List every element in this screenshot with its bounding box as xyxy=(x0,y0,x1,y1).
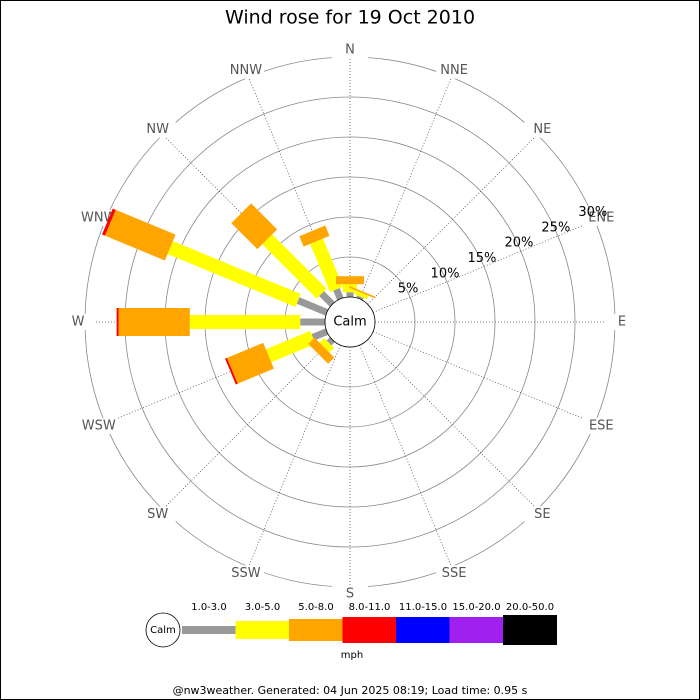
bar-segment xyxy=(299,225,330,247)
legend-swatch xyxy=(182,626,236,634)
label-bg xyxy=(80,418,117,435)
label-bg xyxy=(524,506,561,523)
label-bg xyxy=(436,565,473,582)
bar-segment xyxy=(349,286,376,299)
spoke xyxy=(372,220,595,313)
legend-swatch xyxy=(235,621,290,639)
bar-segment xyxy=(265,330,316,363)
unit-label: mph xyxy=(341,650,363,661)
bar-segment xyxy=(343,284,357,293)
footer: @nw3weather. Generated: 04 Jun 2025 08:1… xyxy=(173,684,528,697)
r-tick-label: 20% xyxy=(504,236,533,251)
bar-segment xyxy=(300,318,326,326)
bar-segment xyxy=(354,290,369,300)
bar-segment xyxy=(116,308,119,336)
r-tick-label: 15% xyxy=(468,251,497,266)
bar-segment xyxy=(102,208,116,236)
bar-segment xyxy=(336,276,364,285)
legend-swatch xyxy=(503,615,557,645)
legend-label: 1.0-3.0 xyxy=(191,602,226,613)
bar-segment xyxy=(319,338,334,353)
direction-label: WSW xyxy=(82,419,116,434)
direction-label: ENE xyxy=(588,210,614,225)
bar-segment xyxy=(104,209,176,261)
legend-label: 15.0-20.0 xyxy=(452,602,500,613)
legend-calm-label: Calm xyxy=(150,625,176,636)
bar-segment xyxy=(226,342,274,384)
bar-segment xyxy=(189,315,301,329)
r-tick-label: 25% xyxy=(541,220,570,235)
legend-label: 11.0-15.0 xyxy=(399,602,447,613)
legend-swatch xyxy=(342,617,397,643)
label-bg xyxy=(60,314,96,330)
bar-segment xyxy=(118,308,190,336)
legend-label: 5.0-8.0 xyxy=(298,602,333,613)
legend-swatch xyxy=(289,619,343,641)
direction-label: W xyxy=(72,315,85,330)
calm-circle xyxy=(324,296,376,348)
label-bg xyxy=(332,586,368,602)
bar-segment xyxy=(319,291,335,307)
direction-label: NW xyxy=(146,122,169,137)
spoke xyxy=(359,77,452,300)
bar-segment xyxy=(231,203,278,250)
bar-segment xyxy=(311,328,329,341)
legend-label: 8.0-11.0 xyxy=(349,602,391,613)
bar-segment xyxy=(346,292,354,297)
bar-segment xyxy=(167,241,301,307)
direction-label: NNE xyxy=(440,63,468,78)
r-tick-label: 5% xyxy=(398,282,419,297)
spoke xyxy=(248,344,341,567)
label-bg xyxy=(332,42,368,58)
legend-swatch xyxy=(449,617,504,643)
calm-label: Calm xyxy=(333,315,366,330)
direction-label: SSE xyxy=(442,566,467,581)
bar-segment xyxy=(296,297,329,316)
label-bg xyxy=(139,121,176,138)
legend-calm xyxy=(145,612,181,648)
bar-segment xyxy=(333,287,344,301)
direction-label: SW xyxy=(147,507,168,522)
label-bg xyxy=(583,209,620,226)
bar-segment xyxy=(356,295,364,301)
direction-label: ESE xyxy=(589,419,614,434)
spoke xyxy=(162,339,333,510)
bar-segment xyxy=(308,337,335,364)
spoke xyxy=(372,331,595,424)
direction-label: NNW xyxy=(230,63,262,78)
spoke xyxy=(367,134,538,305)
label-bg xyxy=(524,121,561,138)
label-bg xyxy=(604,314,640,330)
chart-title: Wind rose for 19 Oct 2010 xyxy=(225,7,475,29)
bar-segment xyxy=(225,357,238,385)
legend-label: 20.0-50.0 xyxy=(506,602,554,613)
direction-label: S xyxy=(346,587,354,602)
bar-segment xyxy=(310,238,343,292)
direction-label: E xyxy=(618,315,626,330)
bar-segment xyxy=(262,234,327,299)
bar-segment xyxy=(326,337,335,346)
label-bg xyxy=(227,565,264,582)
legend-swatch xyxy=(396,617,450,643)
direction-label: NE xyxy=(533,122,551,137)
label-bg xyxy=(436,62,473,79)
label-bg xyxy=(139,506,176,523)
direction-label: N xyxy=(345,43,355,58)
direction-label: SE xyxy=(534,507,550,522)
legend-label: 3.0-5.0 xyxy=(245,602,280,613)
r-tick-label: 30% xyxy=(578,205,607,220)
r-tick-label: 10% xyxy=(431,266,460,281)
spoke xyxy=(359,344,452,567)
direction-label: SSW xyxy=(231,566,261,581)
label-bg xyxy=(583,418,620,435)
label-bg xyxy=(227,62,264,79)
spoke xyxy=(367,339,538,510)
